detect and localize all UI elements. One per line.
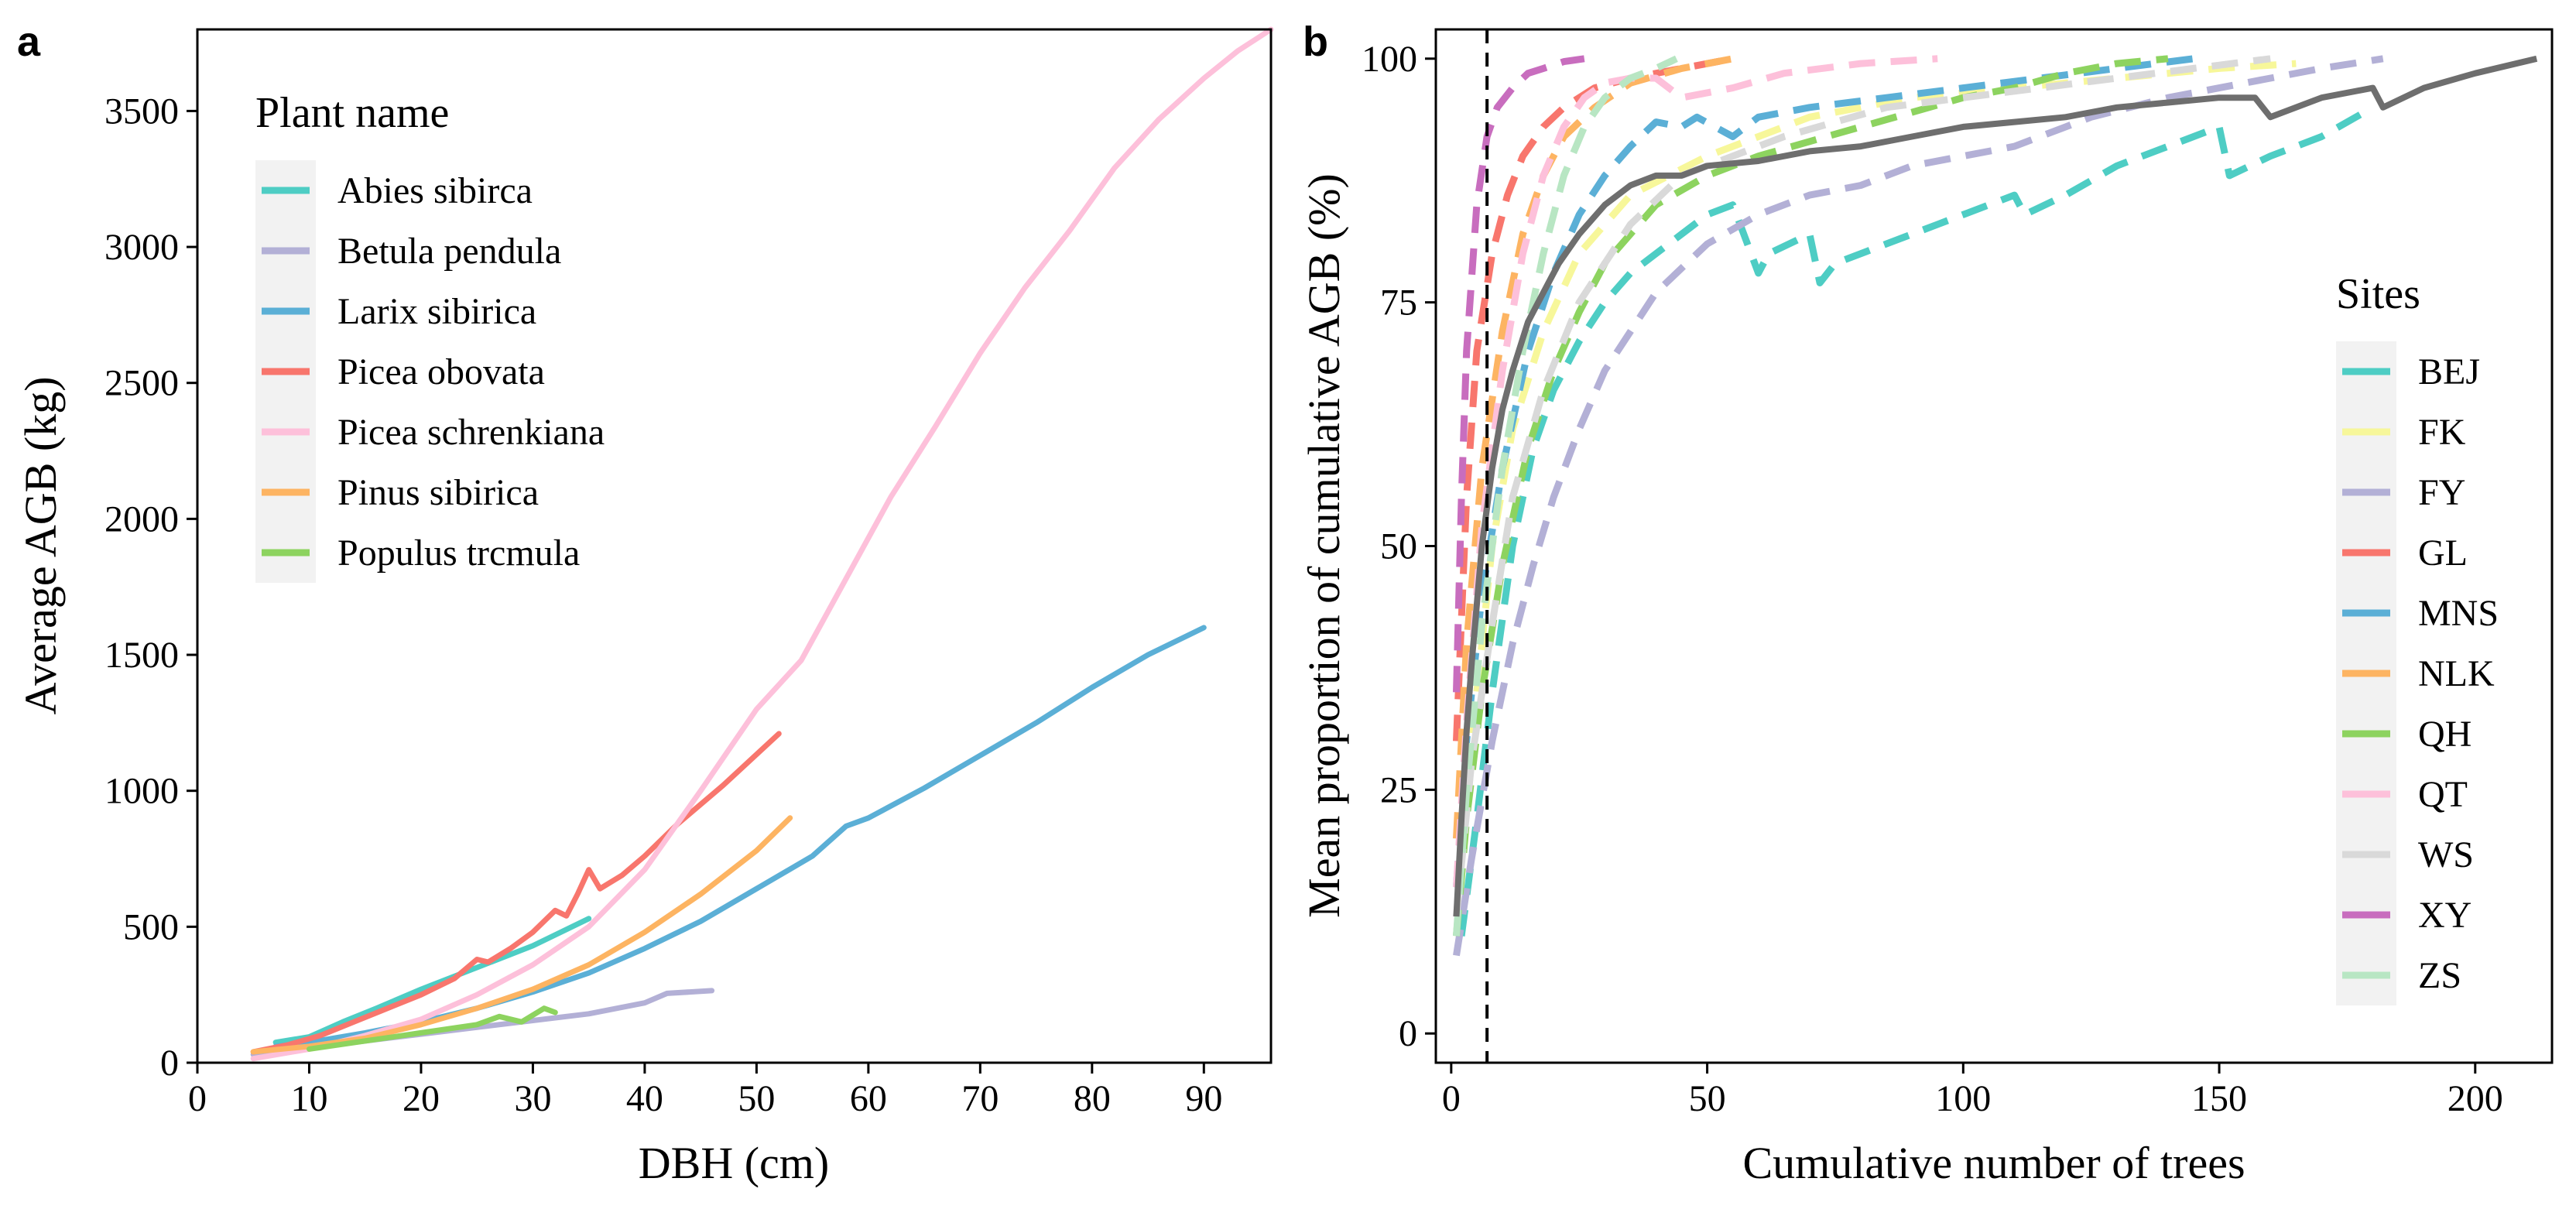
series-line-picea-obovata xyxy=(250,731,782,1055)
y-tick-label: 75 xyxy=(1380,283,1417,324)
legend-label-abies-sibirca: Abies sibirca xyxy=(337,170,533,211)
y-tick-label: 1500 xyxy=(104,635,179,676)
x-tick-label: 50 xyxy=(1689,1078,1726,1119)
mean-curve-line xyxy=(1453,55,2538,917)
series-line-mns xyxy=(1453,55,2194,888)
legend-label-fy: FY xyxy=(2418,472,2465,513)
y-tick-label: 500 xyxy=(123,906,179,947)
series-line-xy xyxy=(1453,55,1585,693)
series-line-pinus-sibirica xyxy=(250,815,793,1055)
panel-a-plot-frame xyxy=(196,28,1273,1064)
panel-b-legend: Sites BEJ FK FY GL MNS NLK QH QT WS XY ZS xyxy=(2336,270,2499,1005)
panel-a-y-axis-title: Average AGB (kg) xyxy=(15,376,66,714)
y-tick-label: 25 xyxy=(1380,769,1417,810)
legend-label-qt: QT xyxy=(2418,774,2468,815)
x-tick-label: 100 xyxy=(1935,1078,1991,1119)
legend-label-mns: MNS xyxy=(2418,593,2499,634)
x-tick-label: 30 xyxy=(514,1078,551,1119)
legend-label-fk: FK xyxy=(2418,412,2466,453)
legend-label-picea-obovata: Picea obovata xyxy=(337,351,545,392)
panel-a-lines xyxy=(250,26,1274,1062)
series-line-picea-schrenkiana xyxy=(250,26,1274,1062)
legend-label-gl: GL xyxy=(2418,533,2468,574)
panel-a-legend: Plant name Abies sibirca Betula pendula La… xyxy=(255,89,605,583)
y-tick-label: 3500 xyxy=(104,91,179,132)
legend-label-xy: XY xyxy=(2418,895,2472,936)
legend-label-picea-schrenkiana: Picea schrenkiana xyxy=(337,412,605,453)
x-tick-label: 150 xyxy=(2191,1078,2247,1119)
panel-b-letter: b xyxy=(1303,19,1328,65)
x-tick-label: 0 xyxy=(1442,1078,1461,1119)
y-tick-label: 2000 xyxy=(104,498,179,539)
series-line-populus-trcmula xyxy=(307,1005,558,1052)
legend-label-pinus-sibirica: Pinus sibirica xyxy=(337,472,539,513)
panel-a-x-axis-title: DBH (cm) xyxy=(639,1138,829,1188)
panel-a-ticks: 0 10 20 30 40 50 60 70 80 90 0 500 1000 1500 2000 2500 3… xyxy=(104,91,1222,1119)
legend-label-ws: WS xyxy=(2418,834,2474,875)
panel-b-ticks: 0 50 100 150 200 0 25 50 75 100 xyxy=(1362,39,2503,1119)
legend-label-qh: QH xyxy=(2418,714,2472,755)
series-line-larix-sibirica xyxy=(272,625,1207,1050)
series-line-fy xyxy=(1453,55,2384,957)
y-tick-label: 50 xyxy=(1380,526,1417,567)
series-line-ws xyxy=(1453,55,2271,917)
y-tick-label: 2500 xyxy=(104,363,179,404)
panel-b-legend-title: Sites xyxy=(2336,270,2420,318)
x-tick-label: 10 xyxy=(290,1078,327,1119)
x-tick-label: 60 xyxy=(850,1078,887,1119)
panel-b-x-axis-title: Cumulative number of trees xyxy=(1742,1138,2245,1188)
panel-a-legend-title: Plant name xyxy=(255,89,449,137)
panel-b: b 0 50 100 150 200 0 25 50 75 100 Cumulative numb… xyxy=(1299,19,2554,1188)
panel-a-letter: a xyxy=(17,19,41,65)
x-tick-label: 90 xyxy=(1185,1078,1222,1119)
y-tick-label: 0 xyxy=(1399,1013,1417,1054)
legend-label-bej: BEJ xyxy=(2418,351,2480,392)
x-tick-label: 200 xyxy=(2448,1078,2503,1119)
panel-b-y-axis-title: Mean proportion of cumulative AGB (%) xyxy=(1299,173,1349,918)
y-tick-label: 100 xyxy=(1362,39,1417,80)
legend-label-zs: ZS xyxy=(2418,955,2461,996)
x-tick-label: 40 xyxy=(626,1078,663,1119)
x-tick-label: 50 xyxy=(738,1078,775,1119)
series-line-bej xyxy=(1458,104,2375,937)
x-tick-label: 80 xyxy=(1074,1078,1111,1119)
legend-label-larix-sibirica: Larix sibirica xyxy=(337,291,536,332)
series-line-fk xyxy=(1458,60,2297,858)
y-tick-label: 1000 xyxy=(104,771,179,812)
legend-label-nlk: NLK xyxy=(2418,653,2495,694)
series-line-gl xyxy=(1453,55,1734,741)
panel-b-lines xyxy=(1453,29,2538,1063)
legend-label-populus-trcmula: Populus trcmula xyxy=(337,533,580,574)
x-tick-label: 20 xyxy=(402,1078,440,1119)
panel-a: a 0 10 20 30 40 50 60 70 80 90 0 500 1000 1500 2000 250… xyxy=(15,19,1274,1188)
y-tick-label: 3000 xyxy=(104,227,179,268)
legend-label-betula-pendula: Betula pendula xyxy=(337,231,561,272)
x-tick-label: 0 xyxy=(188,1078,207,1119)
series-line-qt xyxy=(1453,55,1938,888)
x-tick-label: 70 xyxy=(961,1078,999,1119)
y-tick-label: 0 xyxy=(160,1043,179,1084)
series-line-zs xyxy=(1453,55,1678,937)
